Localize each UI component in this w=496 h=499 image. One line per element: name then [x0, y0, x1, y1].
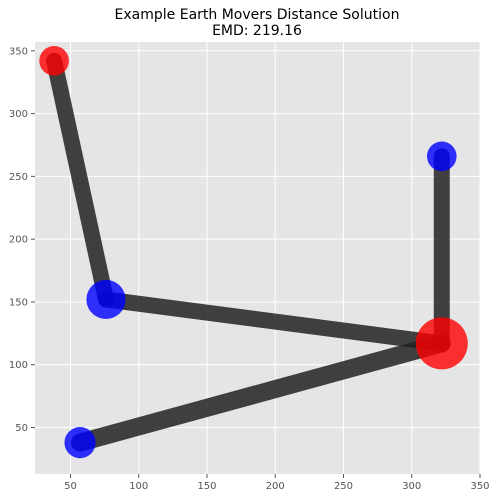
- flow-line: [97, 291, 450, 352]
- x-tick-label: 300: [402, 481, 421, 492]
- flow-line: [71, 334, 451, 452]
- source-point: [39, 46, 69, 76]
- y-tick-label: 300: [9, 109, 28, 120]
- x-tick-label: 50: [64, 481, 77, 492]
- flow-lines: [46, 52, 451, 452]
- sink-point: [86, 279, 126, 320]
- x-tick-label: 150: [197, 481, 216, 492]
- x-tick-label: 100: [129, 481, 148, 492]
- y-tick-label: 250: [9, 172, 28, 183]
- y-tick-label: 150: [9, 297, 28, 308]
- x-tick-label: 250: [334, 481, 353, 492]
- chart-title: Example Earth Movers Distance Solution: [115, 7, 400, 23]
- chart-subtitle: EMD: 219.16: [212, 23, 302, 39]
- data-points: [39, 46, 468, 459]
- y-tick-label: 100: [9, 360, 28, 371]
- x-axis: 50 100 150 200 250 300 350: [64, 474, 490, 492]
- x-tick-label: 200: [266, 481, 285, 492]
- source-point: [415, 317, 468, 370]
- y-axis: 50 100 150 200 250 300 350: [9, 46, 35, 434]
- y-tick-label: 200: [9, 235, 28, 246]
- y-tick-label: 50: [15, 423, 28, 434]
- flow-line: [46, 52, 114, 308]
- sink-point: [426, 141, 457, 172]
- sink-point: [64, 427, 96, 459]
- y-tick-label: 350: [9, 46, 28, 57]
- x-tick-label: 350: [470, 481, 489, 492]
